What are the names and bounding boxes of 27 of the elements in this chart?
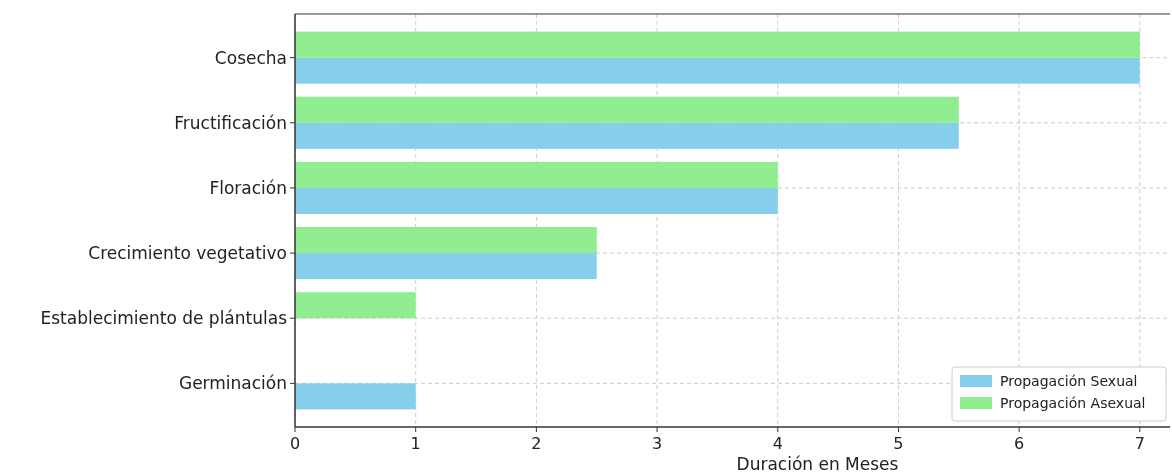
legend-label: Propagación Sexual <box>1000 373 1138 389</box>
x-tick-label: 3 <box>651 434 663 453</box>
bar <box>295 57 1140 84</box>
y-tick-label: Germinación <box>178 373 287 394</box>
x-tick-label: 2 <box>531 434 542 453</box>
bar <box>295 383 416 410</box>
legend-label: Propagación Asexual <box>1000 395 1146 411</box>
x-tick-label: 1 <box>410 434 421 453</box>
y-tick-label: Crecimiento vegetativo <box>88 243 287 264</box>
bar <box>295 227 597 254</box>
bar <box>295 31 1140 58</box>
bar <box>295 187 778 214</box>
y-tick-label: Cosecha <box>214 47 287 68</box>
y-tick-label: Fructificación <box>174 112 287 133</box>
y-tick-label: Establecimiento de plántulas <box>40 308 288 329</box>
bar <box>295 253 597 280</box>
bar <box>295 96 959 123</box>
bar <box>295 292 416 319</box>
x-tick-label: 4 <box>772 434 783 453</box>
y-tick-label: Floración <box>209 177 287 198</box>
bar <box>295 161 778 188</box>
x-tick-label: 7 <box>1134 434 1145 453</box>
x-tick-label: 6 <box>1014 434 1025 453</box>
bar <box>295 122 959 149</box>
x-tick-label: 0 <box>289 434 301 453</box>
x-tick-label: 5 <box>893 434 904 453</box>
x-axis-title: Duración en Meses <box>736 454 899 472</box>
